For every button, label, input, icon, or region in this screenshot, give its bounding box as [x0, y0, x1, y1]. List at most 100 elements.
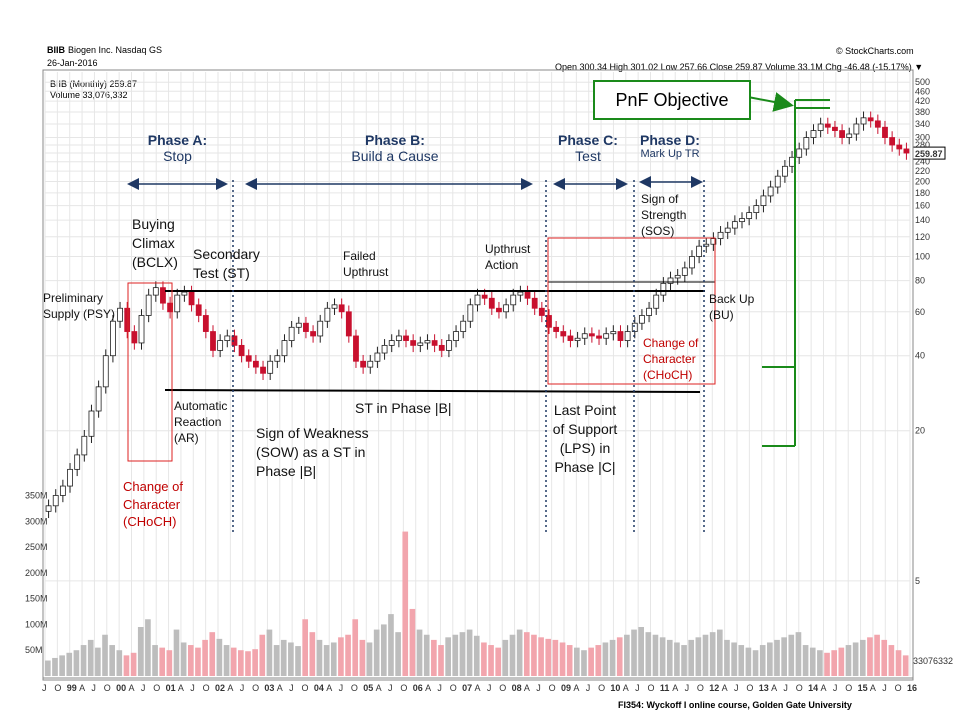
price-tick-label: 220 [915, 166, 930, 176]
date-tick-label: A [722, 683, 728, 693]
volume-tick-label: 300M [25, 516, 48, 526]
candle-body [696, 245, 703, 257]
candle-body [603, 333, 610, 339]
volume-bar [659, 637, 666, 676]
candle-body [503, 304, 509, 313]
candle-body [388, 340, 395, 346]
price-tick-label: 300 [915, 133, 930, 143]
candle-body [317, 320, 324, 337]
volume-bar [709, 632, 716, 676]
date-tick-label: 16 [907, 683, 917, 693]
candle-body [610, 331, 617, 335]
candle-body [653, 294, 660, 309]
date-tick-label: J [635, 683, 640, 693]
candle-body [252, 360, 259, 368]
date-tick-label: J [289, 683, 294, 693]
candle-body [181, 291, 188, 296]
volume-bar [87, 639, 94, 676]
date-tick-label: J [388, 683, 393, 693]
volume-bar [538, 637, 544, 676]
volume-bar [73, 650, 80, 676]
volume-bar [252, 649, 258, 676]
candle-body [374, 352, 381, 362]
volume-bar [759, 645, 766, 676]
date-tick-label: J [536, 683, 541, 693]
volume-bar [674, 642, 680, 676]
candle-body [202, 315, 209, 332]
volume-bar [616, 637, 623, 676]
date-tick-label: A [326, 683, 332, 693]
candle-body [167, 302, 174, 313]
phase-a-subtitle: Stop [163, 148, 192, 164]
candle-body [188, 291, 195, 306]
volume-bar [666, 639, 673, 676]
candle-body [624, 331, 631, 341]
volume-bar [881, 639, 888, 676]
volume-bar [588, 647, 594, 676]
candle-body [760, 195, 767, 207]
candle-body [353, 335, 359, 362]
volume-bar [295, 646, 301, 676]
volume-bar [288, 642, 294, 676]
ticker-symbol: BIIB [47, 45, 65, 55]
candle-body [367, 360, 374, 368]
candle-body [267, 360, 274, 374]
candle-body [238, 344, 245, 357]
volume-bar [338, 637, 344, 676]
date-tick-label: 09 [561, 683, 571, 693]
candle-body [524, 291, 531, 299]
candle-body [710, 238, 717, 245]
volume-bar [173, 629, 180, 676]
date-tick-label: 03 [264, 683, 274, 693]
date-tick-label: O [351, 683, 358, 693]
candle-body [117, 307, 123, 322]
date-tick-label: A [178, 683, 184, 693]
date-tick-label: 08 [512, 683, 522, 693]
volume-bar [852, 642, 859, 676]
volume-bar [531, 634, 537, 676]
date-tick-label: O [400, 683, 407, 693]
date-tick-label: O [54, 683, 61, 693]
date-tick-label: O [302, 683, 309, 693]
candle-body [746, 212, 753, 219]
volume-bar [581, 650, 587, 676]
volume-bar [402, 531, 409, 676]
volume-tick-label: 50M [25, 645, 43, 655]
candle-body [446, 340, 452, 351]
date-tick-label: J [783, 683, 788, 693]
date-tick-label: O [104, 683, 111, 693]
phase-d-label: Phase D: Mark Up TR [630, 132, 710, 160]
annotation-psy: Preliminary Supply (PSY) [43, 291, 116, 322]
date-tick-label: A [573, 683, 579, 693]
volume-bar [509, 634, 516, 676]
volume-bar [502, 639, 509, 676]
date-tick-label: O [499, 683, 506, 693]
candle-body [331, 304, 338, 309]
candle-body [410, 340, 417, 346]
volume-bar [809, 647, 816, 676]
candle-body [45, 505, 52, 512]
volume-bar [459, 632, 466, 676]
ohlc-readout: Open 300.34 High 301.02 Low 257.66 Close… [555, 62, 924, 72]
volume-bar [323, 645, 330, 676]
date-tick-label: A [129, 683, 135, 693]
date-tick-label: 13 [759, 683, 769, 693]
volume-bar [817, 650, 823, 676]
annotation-choch-1: Change of Character (CHoCH) [123, 479, 183, 530]
volume-bar [166, 650, 173, 676]
volume-bar [245, 651, 251, 676]
date-tick-label: J [190, 683, 195, 693]
candle-body [474, 294, 481, 306]
candle-body [724, 227, 731, 233]
annotation-lps: Last Point of Support (LPS) in Phase |C| [552, 402, 618, 475]
phase-c-subtitle: Test [575, 148, 601, 164]
volume-tick-label: 150M [25, 594, 48, 604]
candle-body [460, 320, 467, 332]
candle-body [817, 123, 824, 131]
volume-bar [702, 634, 709, 676]
candle-body [338, 304, 345, 313]
candle-body [467, 304, 474, 322]
volume-bar [352, 619, 359, 676]
volume-bar [373, 629, 380, 676]
